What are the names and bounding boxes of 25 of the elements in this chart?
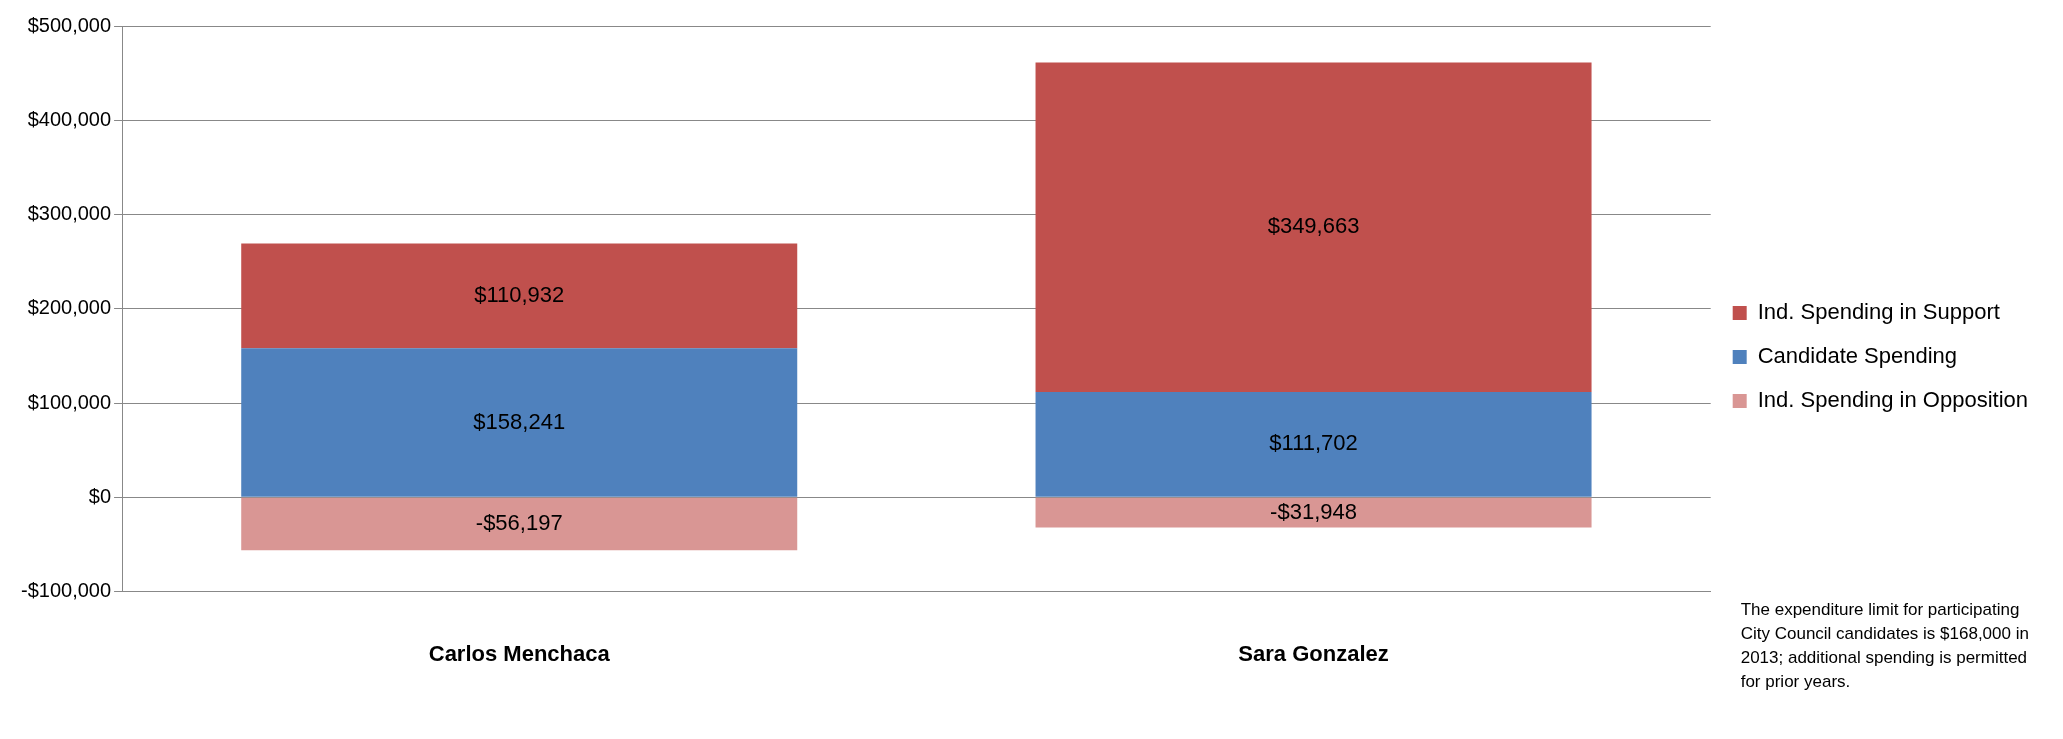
bar bbox=[241, 497, 798, 551]
bar bbox=[1035, 497, 1592, 528]
y-tick-label: $300,000 bbox=[27, 202, 112, 225]
data-label: $158,241 bbox=[473, 408, 566, 434]
data-label: -$31,948 bbox=[1270, 498, 1357, 524]
legend-label: Ind. Spending in Opposition bbox=[1757, 387, 2029, 413]
y-tick-label: $500,000 bbox=[27, 13, 112, 36]
bar bbox=[1035, 62, 1592, 393]
data-label: $110,932 bbox=[474, 281, 565, 307]
data-label: -$56,197 bbox=[475, 510, 563, 536]
bar bbox=[241, 243, 798, 349]
y-tick-label: $400,000 bbox=[27, 107, 112, 130]
y-tick-label: $100,000 bbox=[27, 390, 112, 413]
x-tick-label: Sara Gonzalez bbox=[1238, 640, 1389, 666]
bar bbox=[1035, 392, 1592, 497]
legend-label: Candidate Spending bbox=[1757, 343, 1958, 369]
y-tick-label: $200,000 bbox=[27, 296, 112, 319]
bar bbox=[241, 348, 798, 497]
y-tick-label: -$100,000 bbox=[21, 579, 112, 602]
y-tick-label: $0 bbox=[88, 484, 112, 507]
legend-label: Ind. Spending in Support bbox=[1757, 299, 2000, 325]
data-label: $349,663 bbox=[1267, 213, 1360, 239]
x-tick-label: Carlos Menchaca bbox=[428, 640, 611, 666]
text: The expenditure limit for participating City Council candidates is $168,000 in 2013; additional spending is permitted for prior years. bbox=[1740, 600, 2029, 692]
data-label: $111,702 bbox=[1269, 430, 1358, 456]
